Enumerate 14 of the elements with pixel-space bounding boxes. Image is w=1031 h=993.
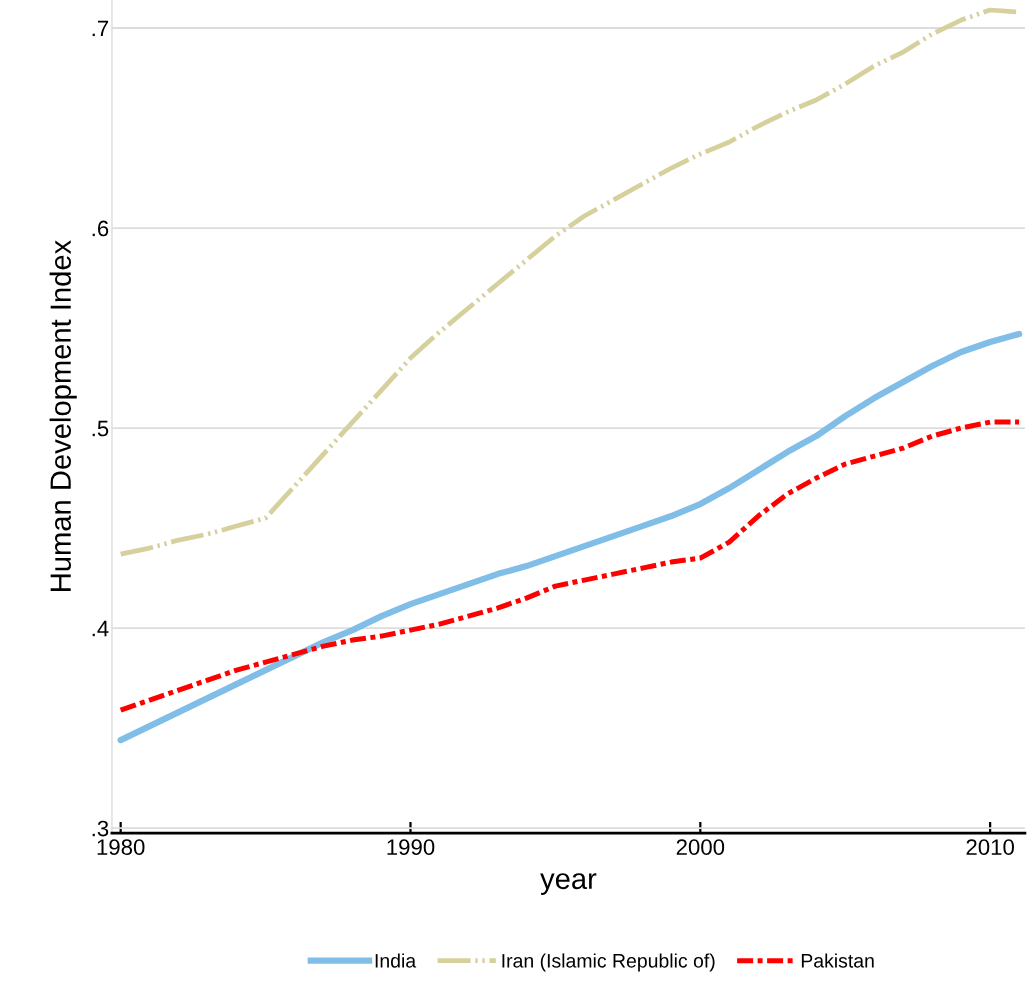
y-tick-label: .7 bbox=[92, 20, 109, 37]
x-tick-label: 2000 bbox=[676, 839, 725, 856]
x-axis-title: year bbox=[540, 873, 597, 895]
legend-label: India bbox=[375, 953, 417, 968]
y-tick-label: .6 bbox=[92, 220, 109, 237]
legend-label: Pakistan bbox=[801, 953, 874, 968]
y-tick-label: .5 bbox=[92, 420, 109, 437]
x-tick-label: 2010 bbox=[966, 839, 1014, 856]
legend-label: Iran (Islamic Republic of) bbox=[502, 953, 715, 972]
x-tick-label: 1980 bbox=[97, 839, 145, 856]
y-tick-label: .3 bbox=[92, 820, 109, 837]
x-tick-label: 1990 bbox=[387, 839, 435, 856]
y-axis-title: Human Development Index bbox=[49, 240, 77, 591]
y-tick-label: .4 bbox=[92, 620, 109, 637]
